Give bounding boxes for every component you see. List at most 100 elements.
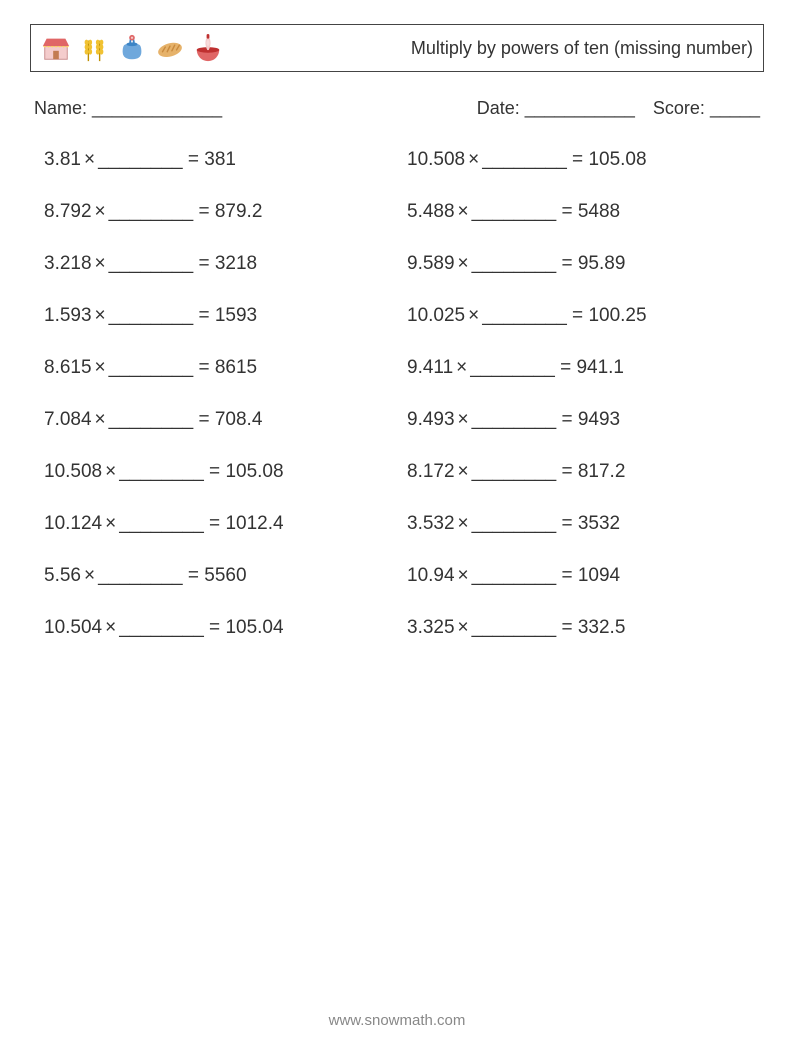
multiply-symbol: × xyxy=(102,461,119,483)
problem-item: 5.488 × ________ = 5488 xyxy=(407,201,760,223)
info-row: Name: _____________ Date: ___________ Sc… xyxy=(34,98,760,119)
operand: 10.508 xyxy=(407,149,465,170)
result: 941.1 xyxy=(576,357,624,378)
name-label: Name: xyxy=(34,98,87,118)
multiply-symbol: × xyxy=(453,357,470,379)
answer-blank: ________ xyxy=(109,253,194,274)
result: 3218 xyxy=(215,253,257,274)
multiply-symbol: × xyxy=(465,149,482,171)
equals-symbol: = xyxy=(556,201,578,222)
result: 708.4 xyxy=(215,409,263,430)
score-blank: _____ xyxy=(710,98,760,118)
result: 332.5 xyxy=(578,617,626,638)
equals-symbol: = xyxy=(556,409,578,430)
problem-item: 10.94 × ________ = 1094 xyxy=(407,565,760,587)
score-label: Score: xyxy=(653,98,705,118)
whisk-bowl-icon xyxy=(193,33,223,63)
multiply-symbol: × xyxy=(81,149,98,171)
equals-symbol: = xyxy=(204,513,226,534)
result: 95.89 xyxy=(578,253,626,274)
operand: 8.172 xyxy=(407,461,455,482)
operand: 10.124 xyxy=(44,513,102,534)
multiply-symbol: × xyxy=(455,513,472,535)
operand: 8.615 xyxy=(44,357,92,378)
result: 105.04 xyxy=(225,617,283,638)
operand: 7.084 xyxy=(44,409,92,430)
multiply-symbol: × xyxy=(455,409,472,431)
problem-item: 9.493 × ________ = 9493 xyxy=(407,409,760,431)
answer-blank: ________ xyxy=(472,461,557,482)
multiply-symbol: × xyxy=(92,409,109,431)
answer-blank: ________ xyxy=(472,253,557,274)
operand: 3.325 xyxy=(407,617,455,638)
result: 5560 xyxy=(204,565,246,586)
header-box: Multiply by powers of ten (missing numbe… xyxy=(30,24,764,72)
multiply-symbol: × xyxy=(455,565,472,587)
operand: 5.488 xyxy=(407,201,455,222)
shop-icon xyxy=(41,33,71,63)
problem-item: 10.508 × ________ = 105.08 xyxy=(44,461,397,483)
result: 1593 xyxy=(215,305,257,326)
operand: 10.94 xyxy=(407,565,455,586)
problem-item: 9.411 × ________ = 941.1 xyxy=(407,357,760,379)
result: 105.08 xyxy=(588,149,646,170)
operand: 3.81 xyxy=(44,149,81,170)
equals-symbol: = xyxy=(556,253,578,274)
operand: 9.493 xyxy=(407,409,455,430)
name-field: Name: _____________ xyxy=(34,98,222,119)
result: 3532 xyxy=(578,513,620,534)
operand: 1.593 xyxy=(44,305,92,326)
answer-blank: ________ xyxy=(109,357,194,378)
equals-symbol: = xyxy=(556,513,578,534)
answer-blank: ________ xyxy=(482,149,567,170)
multiply-symbol: × xyxy=(465,305,482,327)
multiply-symbol: × xyxy=(81,565,98,587)
answer-blank: ________ xyxy=(472,201,557,222)
problem-item: 10.504 × ________ = 105.04 xyxy=(44,617,397,639)
date-blank: ___________ xyxy=(525,98,635,118)
bread-icon xyxy=(155,33,185,63)
equals-symbol: = xyxy=(567,149,589,170)
equals-symbol: = xyxy=(556,565,578,586)
problem-item: 5.56 × ________ = 5560 xyxy=(44,565,397,587)
multiply-symbol: × xyxy=(102,617,119,639)
answer-blank: ________ xyxy=(109,305,194,326)
problem-item: 3.325 × ________ = 332.5 xyxy=(407,617,760,639)
equals-symbol: = xyxy=(556,461,578,482)
operand: 3.218 xyxy=(44,253,92,274)
multiply-symbol: × xyxy=(92,357,109,379)
problem-item: 8.615 × ________ = 8615 xyxy=(44,357,397,379)
problem-item: 1.593 × ________ = 1593 xyxy=(44,305,397,327)
answer-blank: ________ xyxy=(472,617,557,638)
answer-blank: ________ xyxy=(119,461,204,482)
equals-symbol: = xyxy=(556,617,578,638)
answer-blank: ________ xyxy=(472,409,557,430)
multiply-symbol: × xyxy=(92,201,109,223)
equals-symbol: = xyxy=(193,253,215,274)
worksheet-page: Multiply by powers of ten (missing numbe… xyxy=(0,0,794,639)
operand: 8.792 xyxy=(44,201,92,222)
result: 105.08 xyxy=(225,461,283,482)
problem-item: 8.172 × ________ = 817.2 xyxy=(407,461,760,483)
result: 100.25 xyxy=(588,305,646,326)
problems-grid: 3.81 × ________ = 381 10.508 × ________ =… xyxy=(44,149,760,639)
problem-item: 10.508 × ________ = 105.08 xyxy=(407,149,760,171)
answer-blank: ________ xyxy=(119,617,204,638)
date-label: Date: xyxy=(477,98,520,118)
operand: 9.589 xyxy=(407,253,455,274)
problem-item: 3.81 × ________ = 381 xyxy=(44,149,397,171)
multiply-symbol: × xyxy=(92,305,109,327)
result: 1094 xyxy=(578,565,620,586)
equals-symbol: = xyxy=(193,201,215,222)
equals-symbol: = xyxy=(193,305,215,326)
answer-blank: ________ xyxy=(472,565,557,586)
equals-symbol: = xyxy=(555,357,577,378)
problem-item: 10.124 × ________ = 1012.4 xyxy=(44,513,397,535)
equals-symbol: = xyxy=(204,461,226,482)
name-blank: _____________ xyxy=(92,98,222,118)
equals-symbol: = xyxy=(183,149,205,170)
answer-blank: ________ xyxy=(482,305,567,326)
date-field: Date: ___________ xyxy=(477,98,635,119)
multiply-symbol: × xyxy=(92,253,109,275)
problem-item: 3.532 × ________ = 3532 xyxy=(407,513,760,535)
